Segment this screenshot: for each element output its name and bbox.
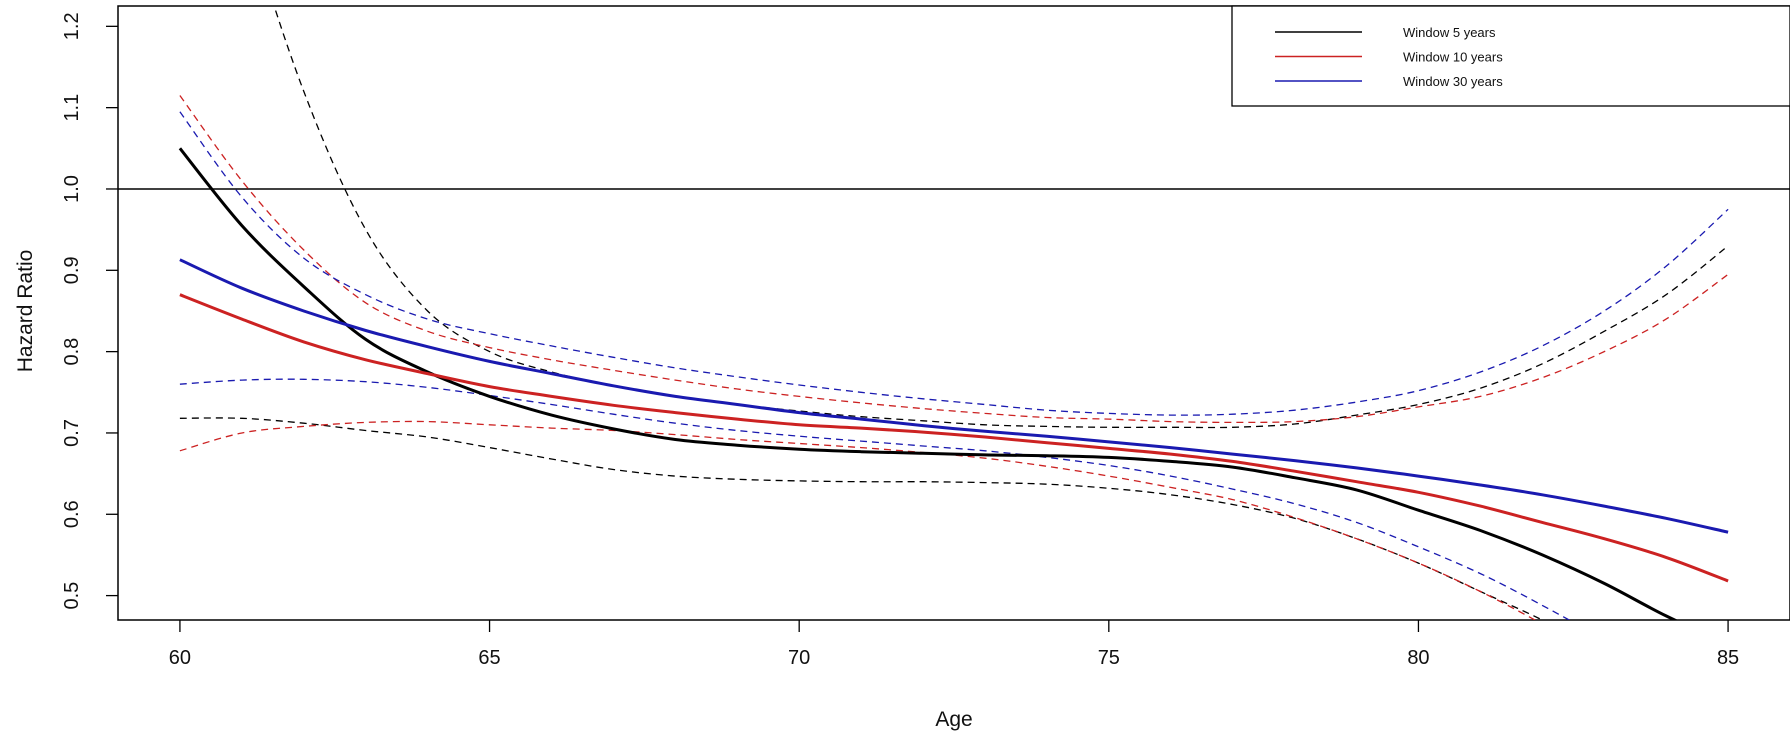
x-tick-label: 85 (1717, 647, 1739, 669)
y-tick-label: 1.2 (61, 12, 83, 40)
series-0-estimate-line (178, 147, 1679, 620)
series-2-ci-lower (179, 378, 1571, 620)
series-0-ci-upper (273, 6, 1729, 429)
y-tick-label: 0.7 (61, 419, 83, 447)
series-1-estimate-line (179, 293, 1729, 583)
y-axis: 0.5 0.6 0.7 0.8 0.9 1.0 1.1 1.2 (61, 12, 118, 610)
y-tick-label: 1.1 (61, 94, 83, 122)
x-tick-label: 60 (169, 647, 191, 669)
y-tick-label: 0.9 (61, 256, 83, 284)
series-1-ci-upper (179, 95, 1729, 424)
x-tick-label: 65 (478, 647, 500, 669)
y-tick-label: 0.5 (61, 582, 83, 610)
y-tick-label: 0.8 (61, 338, 83, 366)
legend-label: Window 30 years (1403, 74, 1503, 89)
y-tick-label: 1.0 (61, 175, 83, 203)
legend: Window 5 years Window 10 years Window 30 y… (1231, 5, 1790, 107)
legend-label: Window 5 years (1403, 25, 1496, 40)
series-2-estimate-line (179, 258, 1729, 534)
x-axis-title: Age (935, 708, 972, 731)
series-1-ci-lower (179, 420, 1537, 620)
series-layer (178, 6, 1729, 620)
x-axis: 60 65 70 75 80 85 (169, 620, 1739, 669)
series-2-ci-upper (179, 111, 1729, 416)
x-tick-label: 70 (788, 647, 810, 669)
y-tick-label: 0.6 (61, 500, 83, 528)
series-0-ci-lower (179, 417, 1544, 620)
x-tick-label: 75 (1098, 647, 1120, 669)
legend-label: Window 10 years (1403, 50, 1503, 65)
y-axis-title: Hazard Ratio (14, 250, 37, 373)
plot-frame (117, 5, 1790, 621)
x-tick-label: 80 (1407, 647, 1429, 669)
